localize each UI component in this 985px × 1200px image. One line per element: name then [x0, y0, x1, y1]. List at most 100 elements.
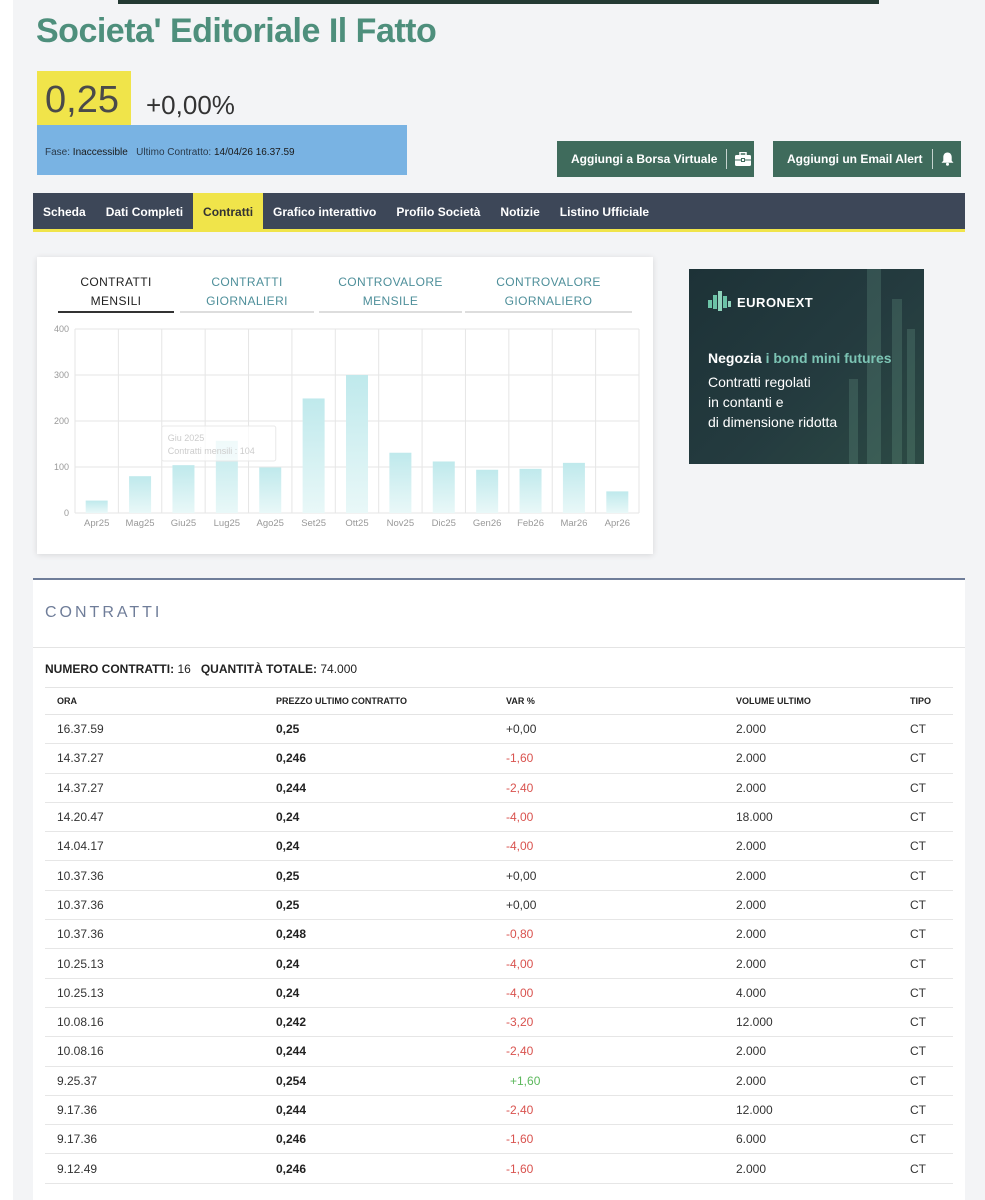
cell-prezzo: 0,244: [276, 1095, 506, 1126]
divider: [33, 647, 965, 648]
phase-value: Inaccessible: [72, 147, 128, 158]
cell-ora: 10.08.16: [45, 1007, 276, 1038]
last-contract-label: Ultimo Contratto:: [136, 147, 212, 158]
cell-volume: 2.000: [736, 714, 910, 745]
header-volume[interactable]: VOLUME ULTIMO: [736, 687, 910, 715]
table-row: 10.25.13 0,24 -4,00 2.000 CT: [45, 948, 953, 979]
cell-tipo: CT: [910, 919, 953, 950]
chart-tab-contratti-giornalieri[interactable]: CONTRATTI GIORNALIERI: [180, 271, 314, 313]
count-label: NUMERO CONTRATTI:: [45, 662, 175, 676]
bar: [476, 469, 499, 513]
header-var[interactable]: VAR %: [506, 687, 736, 715]
last-contract-value: 14/04/26 16.37.59: [213, 147, 295, 158]
bar: [85, 500, 108, 513]
ad-line: in contanti e: [708, 394, 784, 410]
x-tick-label: Ago25: [256, 518, 283, 529]
ad-headline: Negozia i bond mini futures: [708, 350, 892, 366]
cell-prezzo: 0,24: [276, 802, 506, 833]
cell-prezzo: 0,246: [276, 1124, 506, 1155]
nav-tab-grafico-interattivo[interactable]: Grafico interattivo: [273, 205, 377, 219]
cell-tipo: CT: [910, 773, 953, 803]
cell-var: -0,80: [506, 919, 736, 950]
nav-tab-contratti[interactable]: Contratti: [193, 193, 264, 232]
cell-ora: 10.08.16: [45, 1036, 276, 1067]
cell-ora: 9.12.49: [45, 1153, 276, 1184]
tab-line: GIORNALIERO: [504, 294, 593, 308]
table-row: 9.17.36 0,244 -2,40 12.000 CT: [45, 1095, 953, 1126]
cell-volume: 2.000: [736, 860, 910, 891]
x-tick-label: Dic25: [432, 518, 456, 529]
cell-tipo: CT: [910, 1095, 953, 1126]
cell-tipo: CT: [910, 1153, 953, 1184]
cell-tipo: CT: [910, 890, 953, 921]
nav-tab-listino-ufficiale[interactable]: Listino Ufficiale: [559, 205, 650, 219]
euronext-logo: EURONEXT: [708, 290, 813, 314]
table-row: 10.25.13 0,24 -4,00 4.000 CT: [45, 978, 953, 1008]
cell-ora: 10.37.36: [45, 860, 276, 891]
cell-volume: 2.000: [736, 1153, 910, 1184]
cell-prezzo: 0,24: [276, 948, 506, 979]
cell-volume: 2.000: [736, 890, 910, 921]
chart-tooltip: [161, 425, 277, 462]
add-email-alert-button[interactable]: Aggiungi un Email Alert: [773, 141, 961, 177]
cell-tipo: CT: [910, 1124, 953, 1155]
page-title: Societa' Editoriale Il Fatto: [36, 12, 437, 50]
table-header-row: ORA PREZZO ULTIMO CONTRATTO VAR % VOLUME…: [45, 687, 953, 715]
briefcase-icon: [735, 152, 752, 166]
nav-tab-profilo-societa[interactable]: Profilo Società: [396, 205, 481, 219]
add-email-alert-label: Aggiungi un Email Alert: [787, 152, 923, 166]
header-prezzo[interactable]: PREZZO ULTIMO CONTRATTO: [276, 687, 506, 715]
cell-volume: 2.000: [736, 743, 910, 774]
chart-tab-controvalore-giornaliero[interactable]: CONTROVALORE GIORNALIERO: [465, 271, 632, 313]
tab-line: CONTRATTI: [211, 275, 283, 289]
header-tipo[interactable]: TIPO: [910, 687, 953, 715]
nav-tab-scheda[interactable]: Scheda: [43, 205, 86, 219]
ad-line: di dimensione ridotta: [708, 414, 838, 430]
euronext-ad[interactable]: EURONEXT Negozia i bond mini futures Con…: [689, 269, 924, 464]
add-to-virtual-portfolio-button[interactable]: Aggiungi a Borsa Virtuale: [557, 141, 754, 177]
table-row: 14.20.47 0,24 -4,00 18.000 CT: [45, 802, 953, 833]
y-tick-label: 0: [64, 508, 69, 518]
phase-label: Fase:: [45, 147, 71, 158]
cell-var: -4,00: [506, 948, 736, 979]
cell-tipo: CT: [910, 978, 953, 1008]
contracts-summary: NUMERO CONTRATTI: 16 QUANTITÀ TOTALE: 74…: [45, 662, 357, 676]
cell-volume: 2.000: [736, 1036, 910, 1067]
cell-var: -3,20: [506, 1007, 736, 1038]
contracts-table: ORA PREZZO ULTIMO CONTRATTO VAR % VOLUME…: [45, 687, 953, 1184]
x-tick-label: Nov25: [387, 518, 414, 529]
button-separator: [726, 149, 728, 169]
table-row: 14.37.27 0,246 -1,60 2.000 CT: [45, 743, 953, 774]
cell-ora: 9.17.36: [45, 1124, 276, 1155]
cell-volume: 2.000: [736, 948, 910, 979]
table-row: 10.37.36 0,25 +0,00 2.000 CT: [45, 890, 953, 921]
cell-prezzo: 0,248: [276, 919, 506, 950]
x-tick-label: Mag25: [126, 518, 155, 529]
cell-tipo: CT: [910, 948, 953, 979]
table-row: 10.37.36 0,248 -0,80 2.000 CT: [45, 919, 953, 950]
nav-tab-notizie[interactable]: Notizie: [500, 205, 540, 219]
cell-volume: 2.000: [736, 919, 910, 950]
header-ora[interactable]: ORA: [45, 687, 276, 715]
top-banner[interactable]: [118, 0, 879, 4]
cell-tipo: CT: [910, 860, 953, 891]
bar: [302, 398, 325, 513]
euronext-mark-icon: [708, 291, 731, 311]
tab-line: MENSILE: [362, 294, 419, 308]
chart-tab-contratti-mensili[interactable]: CONTRATTI MENSILI: [58, 271, 174, 313]
count-value: 16: [177, 662, 191, 676]
x-tick-label: Set25: [301, 518, 326, 529]
nav-tab-dati-completi[interactable]: Dati Completi: [105, 205, 184, 219]
x-tick-label: Ott25: [345, 518, 368, 529]
x-tick-label: Apr26: [605, 518, 630, 529]
y-tick-label: 200: [54, 416, 69, 426]
ad-headline-b: i bond mini futures: [765, 350, 892, 366]
market-info-bar: Fase: Inaccessible Ultimo Contratto: 14/…: [37, 125, 407, 175]
monthly-contracts-chart[interactable]: 0 100 200 300 400 Apr25 Mag25 Giu25 Lug25 Ago25 Se…: [37, 257, 653, 554]
x-tick-label: Gen26: [473, 518, 502, 529]
quantity-label: QUANTITÀ TOTALE:: [200, 662, 318, 676]
tab-line: GIORNALIERI: [206, 294, 288, 308]
cell-prezzo: 0,24: [276, 978, 506, 1008]
chart-tab-controvalore-mensile[interactable]: CONTROVALORE MENSILE: [319, 271, 462, 313]
bar: [562, 462, 585, 513]
